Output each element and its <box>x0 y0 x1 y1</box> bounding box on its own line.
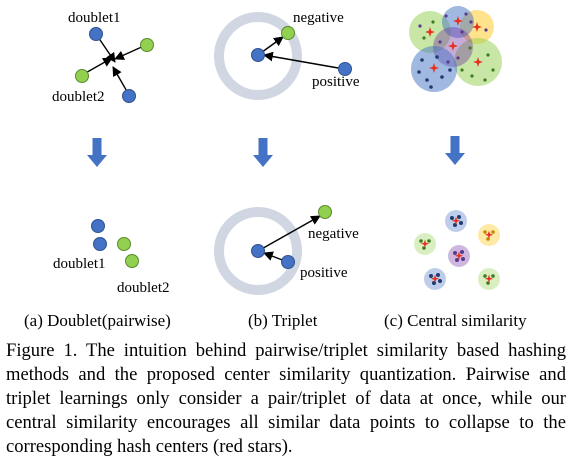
negative-label: negative <box>293 10 344 26</box>
doublet1-label: doublet1 <box>53 256 106 272</box>
down-arrow-icon <box>445 136 465 165</box>
doublet2-label: doublet2 <box>52 89 105 105</box>
hash-center-star-icon <box>425 16 483 73</box>
subcaption-a: (a) Doublet(pairwise) <box>24 311 171 330</box>
subcaption-c: (c) Central similarity <box>384 311 527 330</box>
negative-label: negative <box>308 226 359 242</box>
margin-ring <box>214 207 302 295</box>
triplet-arrow <box>263 51 345 70</box>
negative-point <box>318 205 332 219</box>
panel-a-bottom: doublet1 doublet2 <box>53 219 170 296</box>
blue-point <box>89 27 103 41</box>
green-point <box>117 237 131 251</box>
doublet1-label: doublet1 <box>68 10 121 26</box>
green-point <box>75 69 89 83</box>
triplet-arrow <box>257 215 321 252</box>
down-arrow-icon <box>253 138 273 167</box>
blue-point <box>91 219 105 233</box>
panel-b-top: negative positive <box>214 10 360 100</box>
positive-label: positive <box>312 74 360 90</box>
panel-b-triplet: negative positive negative positive (b) … <box>214 10 360 330</box>
panel-c-top-clusters <box>409 6 502 92</box>
panel-a-doublet: doublet1 doublet2 doublet1 doublet2 (a) … <box>24 10 171 330</box>
anchor-point <box>251 244 265 258</box>
blue-point <box>93 237 107 251</box>
green-point <box>125 254 139 268</box>
panel-c-central-similarity: (c) Central similarity <box>384 6 527 330</box>
positive-point <box>281 255 295 269</box>
positive-label: positive <box>300 265 348 281</box>
subcaption-b: (b) Triplet <box>248 311 318 330</box>
margin-ring <box>214 12 302 100</box>
down-arrow-icon <box>87 138 107 167</box>
hash-center-star-icon <box>420 216 494 284</box>
panel-a-top: doublet1 doublet2 <box>52 10 154 105</box>
anchor-point <box>251 48 265 62</box>
doublet2-label: doublet2 <box>117 280 170 296</box>
figure-caption: Figure 1. The intuition behind pairwise/… <box>6 340 566 457</box>
negative-point <box>281 26 295 40</box>
figure-1: doublet1 doublet2 doublet1 doublet2 (a) … <box>24 6 527 330</box>
panel-b-bottom: negative positive <box>214 205 359 295</box>
positive-point <box>338 62 352 76</box>
panel-c-bottom-clusters <box>414 210 500 290</box>
blue-point <box>122 89 136 103</box>
green-point <box>140 38 154 52</box>
